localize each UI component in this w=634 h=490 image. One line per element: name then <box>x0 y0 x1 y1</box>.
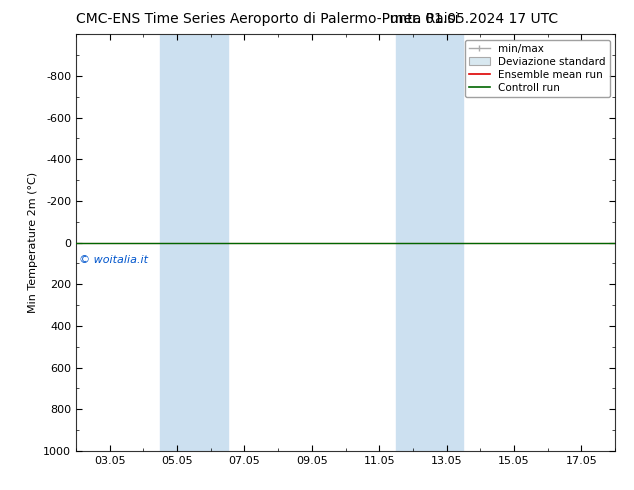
Text: © woitalia.it: © woitalia.it <box>79 255 148 265</box>
Text: CMC-ENS Time Series Aeroporto di Palermo-Punta Raisi: CMC-ENS Time Series Aeroporto di Palermo… <box>76 12 459 26</box>
Bar <box>160 34 228 451</box>
Y-axis label: Min Temperature 2m (°C): Min Temperature 2m (°C) <box>28 172 37 313</box>
Text: mer. 01.05.2024 17 UTC: mer. 01.05.2024 17 UTC <box>390 12 558 26</box>
Bar <box>396 34 463 451</box>
Legend: min/max, Deviazione standard, Ensemble mean run, Controll run: min/max, Deviazione standard, Ensemble m… <box>465 40 610 97</box>
